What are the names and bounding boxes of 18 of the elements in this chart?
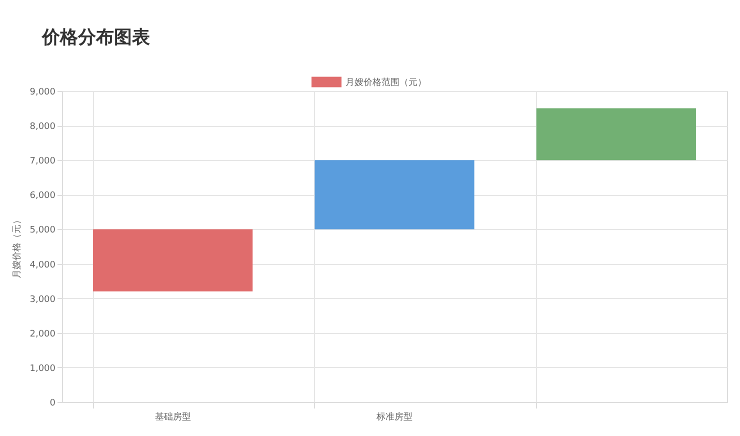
- y-tick-label: 1,000: [30, 364, 56, 374]
- bar: [536, 108, 696, 160]
- chart-title: 价格分布图表: [41, 27, 150, 48]
- bar: [314, 160, 474, 230]
- y-axis-title: 月嫂价格（元）: [12, 216, 23, 278]
- x-tick-label: 标准房型: [376, 412, 412, 422]
- y-tick-label: 4,000: [30, 260, 56, 270]
- x-tick-label: 基础房型: [154, 412, 191, 422]
- legend-label: 月嫂价格范围（元）: [346, 77, 426, 88]
- bar: [93, 229, 253, 292]
- y-tick-label: 8,000: [30, 122, 56, 132]
- y-tick-label: 9,000: [30, 88, 56, 98]
- y-tick-label: 7,000: [30, 156, 56, 167]
- y-tick-label: 3,000: [30, 294, 56, 305]
- y-tick-label: 5,000: [30, 226, 56, 236]
- y-tick-label: 6,000: [30, 191, 56, 202]
- y-tick-label: 2,000: [30, 329, 56, 340]
- y-tick-label: 0: [50, 398, 56, 408]
